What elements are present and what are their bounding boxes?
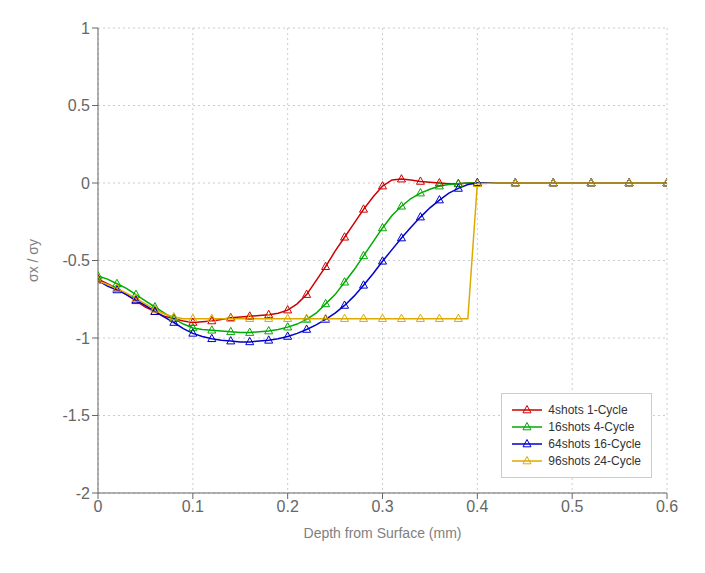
svg-text:0.6: 0.6 — [656, 498, 678, 515]
svg-text:0.5: 0.5 — [68, 97, 90, 114]
svg-text:0.1: 0.1 — [182, 498, 204, 515]
svg-text:0: 0 — [81, 175, 90, 192]
svg-text:0.4: 0.4 — [466, 498, 488, 515]
svg-text:σx / σy: σx / σy — [25, 239, 41, 282]
svg-text:-1.5: -1.5 — [62, 407, 90, 424]
html-text:64shots 16-Cycle: 64shots 16-Cycle — [548, 437, 641, 451]
svg-text:-2: -2 — [76, 485, 90, 502]
html-text:96shots 24-Cycle: 96shots 24-Cycle — [548, 454, 641, 468]
svg-text:0.3: 0.3 — [371, 498, 393, 515]
svg-text:0: 0 — [94, 498, 103, 515]
svg-text:1: 1 — [81, 20, 90, 37]
svg-text:-1: -1 — [76, 330, 90, 347]
html-text:4shots 1-Cycle: 4shots 1-Cycle — [548, 403, 628, 417]
svg-text:0.2: 0.2 — [277, 498, 299, 515]
svg-text:Depth from Surface (mm): Depth from Surface (mm) — [304, 525, 462, 541]
html-text:16shots 4-Cycle: 16shots 4-Cycle — [548, 420, 635, 434]
svg-text:0.5: 0.5 — [561, 498, 583, 515]
svg-text:-0.5: -0.5 — [62, 252, 90, 269]
